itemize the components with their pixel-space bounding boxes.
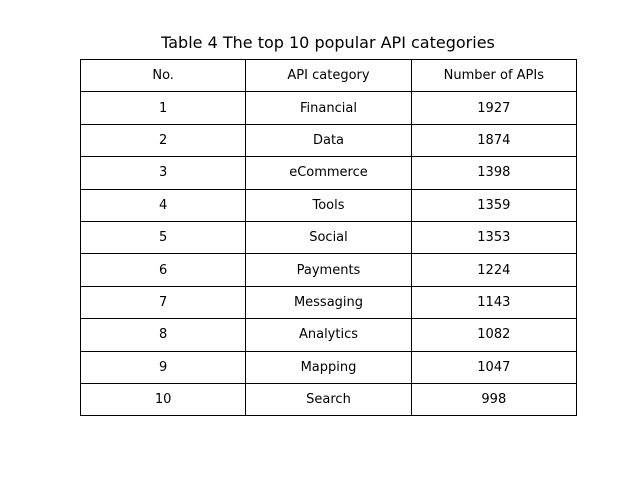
column-header-api-category: API category (245, 58, 412, 93)
api-categories-table: No. API category Number of APIs 1 Financi… (79, 58, 578, 417)
table-row: 3 eCommerce 1398 (79, 156, 578, 190)
cell-api-category: Tools (245, 188, 412, 222)
cell-api-category: Financial (245, 91, 412, 125)
cell-api-category: Social (245, 220, 412, 255)
column-header-number-of-apis: Number of APIs (410, 58, 578, 93)
cell-number-of-apis: 998 (410, 382, 578, 417)
cell-no: 6 (79, 253, 247, 287)
cell-number-of-apis: 1398 (410, 156, 578, 190)
cell-number-of-apis: 1143 (410, 285, 578, 320)
cell-api-category: eCommerce (245, 156, 412, 190)
cell-api-category: Analytics (245, 318, 412, 352)
cell-number-of-apis: 1353 (410, 220, 578, 255)
cell-number-of-apis: 1359 (410, 188, 578, 222)
table-row: 7 Messaging 1143 (79, 285, 578, 320)
table-row: 6 Payments 1224 (79, 253, 578, 287)
table-header-row: No. API category Number of APIs (79, 58, 578, 93)
cell-number-of-apis: 1874 (410, 123, 578, 158)
table-row: 9 Mapping 1047 (79, 350, 578, 384)
cell-api-category: Search (245, 382, 412, 417)
table-row: 8 Analytics 1082 (79, 318, 578, 352)
cell-no: 5 (79, 220, 247, 255)
cell-no: 1 (79, 91, 247, 125)
table-row: 5 Social 1353 (79, 220, 578, 255)
cell-api-category: Messaging (245, 285, 412, 320)
cell-number-of-apis: 1927 (410, 91, 578, 125)
table-title: Table 4 The top 10 popular API categorie… (161, 33, 495, 52)
table-row: 10 Search 998 (79, 382, 578, 417)
cell-no: 9 (79, 350, 247, 384)
table-row: 1 Financial 1927 (79, 91, 578, 125)
table-row: 2 Data 1874 (79, 123, 578, 158)
cell-api-category: Mapping (245, 350, 412, 384)
cell-no: 7 (79, 285, 247, 320)
cell-no: 3 (79, 156, 247, 190)
table-body: 1 Financial 1927 2 Data 1874 3 eCommerce 1398 4 To… (79, 91, 578, 417)
table-row: 4 Tools 1359 (79, 188, 578, 222)
cell-no: 10 (79, 382, 247, 417)
cell-no: 8 (79, 318, 247, 352)
cell-no: 2 (79, 123, 247, 158)
cell-number-of-apis: 1047 (410, 350, 578, 384)
cell-number-of-apis: 1224 (410, 253, 578, 287)
cell-no: 4 (79, 188, 247, 222)
cell-number-of-apis: 1082 (410, 318, 578, 352)
cell-api-category: Data (245, 123, 412, 158)
cell-api-category: Payments (245, 253, 412, 287)
column-header-no: No. (79, 58, 247, 93)
